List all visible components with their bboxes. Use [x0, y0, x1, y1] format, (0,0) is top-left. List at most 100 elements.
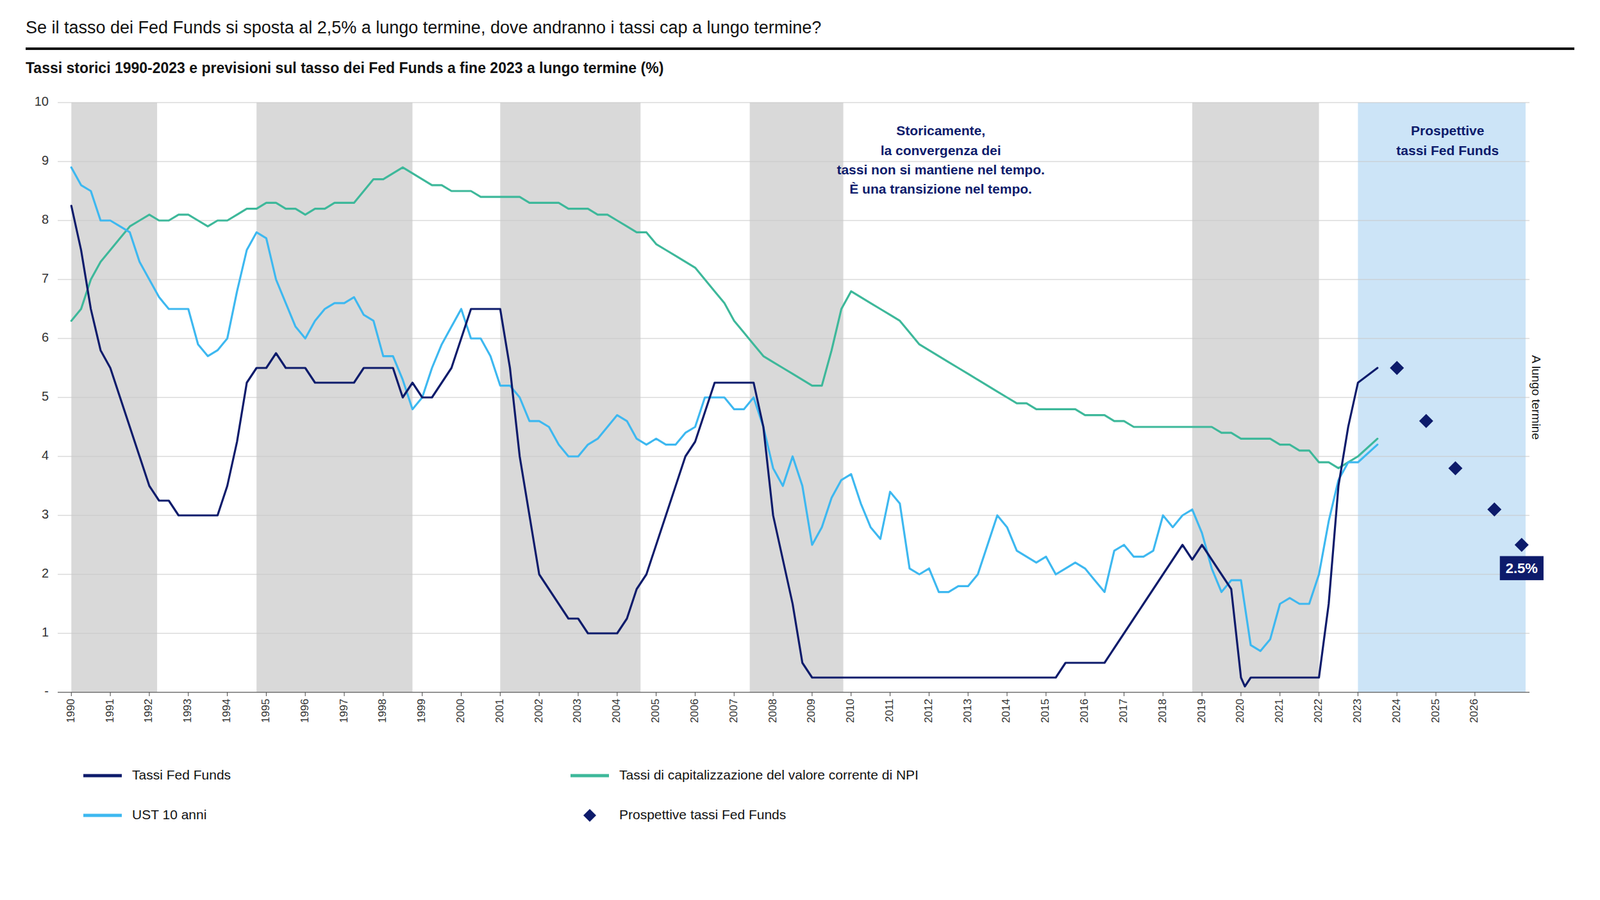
x-tick — [1123, 692, 1125, 697]
annotation: Storicamente,la convergenza deitassi non… — [836, 123, 1045, 197]
x-tick — [1474, 692, 1475, 697]
diamond-marker — [1514, 537, 1529, 552]
y-tick-label: 5 — [41, 389, 49, 404]
x-tick — [1006, 692, 1008, 697]
x-tick — [694, 692, 696, 697]
x-tick — [616, 692, 618, 697]
y-tick-label: - — [44, 683, 49, 699]
title-rule — [25, 47, 1575, 50]
x-tick-label: 1997 — [337, 698, 350, 724]
y-tick-label: 6 — [41, 330, 49, 345]
grid-line — [57, 692, 1530, 693]
y-tick-label: 1 — [41, 625, 49, 640]
legend-label: Prospettive tassi Fed Funds — [619, 807, 786, 822]
y-tick-label: 8 — [41, 212, 49, 227]
grid-line — [57, 102, 1530, 104]
legend: Tassi Fed Funds UST 10 anni Tassi di capit… — [83, 767, 919, 822]
x-tick-label: 2010 — [844, 698, 857, 724]
x-tick-label: 2022 — [1312, 698, 1325, 724]
x-tick-label: 1999 — [415, 698, 428, 724]
x-tick-label: 2019 — [1195, 698, 1208, 724]
series-line — [71, 205, 1378, 687]
x-tick-label: 2000 — [454, 698, 467, 724]
x-tick-label: 1998 — [376, 698, 389, 724]
annotation: Prospettive tassi Fed Funds — [1396, 123, 1499, 158]
x-tick-label: 1993 — [181, 698, 194, 724]
y-tick-label: 3 — [41, 507, 49, 522]
x-tick-label: 2002 — [532, 698, 545, 724]
x-tick — [344, 692, 345, 697]
x-tick — [928, 692, 930, 697]
grid-line — [57, 633, 1530, 634]
annotation-line: tassi Fed Funds — [1396, 142, 1499, 158]
plot-data — [71, 167, 1529, 687]
x-tick — [577, 692, 579, 697]
y-tick-label: 9 — [41, 153, 49, 168]
x-tick-label: 2006 — [688, 698, 701, 724]
x-tick-label: 2004 — [610, 698, 623, 724]
x-tick — [811, 692, 813, 697]
legend-label: UST 10 anni — [132, 807, 207, 822]
x-tick — [187, 692, 189, 697]
x-tick — [1318, 692, 1320, 697]
band-label: A lungo termine — [1529, 355, 1543, 440]
diamond-marker — [1487, 502, 1502, 517]
y-tick-label: 2 — [41, 566, 49, 581]
series-line — [71, 167, 1378, 651]
x-tick — [110, 692, 111, 697]
annotation-line: Storicamente, — [896, 123, 986, 138]
grid-line — [57, 515, 1530, 517]
x-tick-label: 1996 — [298, 698, 311, 724]
x-tick-label: 2008 — [766, 698, 779, 724]
data-label-box — [1500, 556, 1544, 581]
x-tick-label: 1991 — [103, 698, 117, 724]
grid-line — [57, 397, 1530, 399]
x-tick — [1201, 692, 1203, 697]
grid-line — [57, 574, 1530, 575]
x-tick-label: 2001 — [493, 698, 506, 724]
x-tick — [1045, 692, 1047, 697]
x-tick-label: 2005 — [649, 698, 662, 724]
grid-line — [57, 279, 1530, 281]
x-tick — [1435, 692, 1437, 697]
subtitle: Tassi storici 1990-2023 e previsioni sul… — [25, 59, 664, 77]
x-tick — [773, 692, 774, 697]
x-tick-label: 2013 — [961, 698, 974, 724]
x-tick-label: 2017 — [1117, 698, 1130, 724]
y-tick-label: 4 — [41, 448, 49, 463]
grid-line — [57, 338, 1530, 340]
legend-label: Tassi Fed Funds — [132, 767, 231, 783]
diamond-marker — [1448, 460, 1463, 475]
x-tick-label: 2018 — [1156, 698, 1169, 724]
x-tick — [305, 692, 306, 697]
x-tick — [889, 692, 891, 697]
x-tick-label: 2020 — [1233, 698, 1247, 724]
annotation-line: Prospettive — [1410, 123, 1484, 138]
y-grid — [57, 102, 1530, 693]
x-tick-label: 2003 — [571, 698, 584, 724]
x-tick-label: 2026 — [1467, 698, 1481, 724]
legend-swatch — [83, 774, 122, 778]
x-axis-line — [57, 691, 1530, 693]
series-line — [71, 167, 1378, 468]
x-tick-label: 1992 — [142, 698, 155, 724]
x-tick-label: 2011 — [883, 698, 896, 723]
x-tick — [1240, 692, 1242, 697]
x-tick-label: 2016 — [1078, 698, 1091, 724]
x-tick — [1396, 692, 1398, 697]
legend-label: Tassi di capitalizzazione del valore cor… — [619, 767, 919, 783]
x-tick-label: 1990 — [64, 698, 77, 724]
x-tick — [850, 692, 852, 697]
x-tick-label: 1995 — [259, 698, 272, 724]
diamond-marker — [1419, 414, 1434, 429]
x-tick — [500, 692, 501, 697]
x-tick-label: 2014 — [1000, 698, 1013, 724]
annotation-line: tassi non si mantiene nel tempo. — [836, 162, 1045, 177]
x-tick-label: 2024 — [1390, 698, 1403, 724]
x-tick — [1162, 692, 1164, 697]
data-label: 2.5% — [1500, 556, 1544, 581]
x-tick — [733, 692, 735, 697]
y-tick-label: 7 — [41, 271, 49, 286]
x-tick-label: 2021 — [1273, 698, 1286, 724]
x-tick — [1357, 692, 1359, 697]
